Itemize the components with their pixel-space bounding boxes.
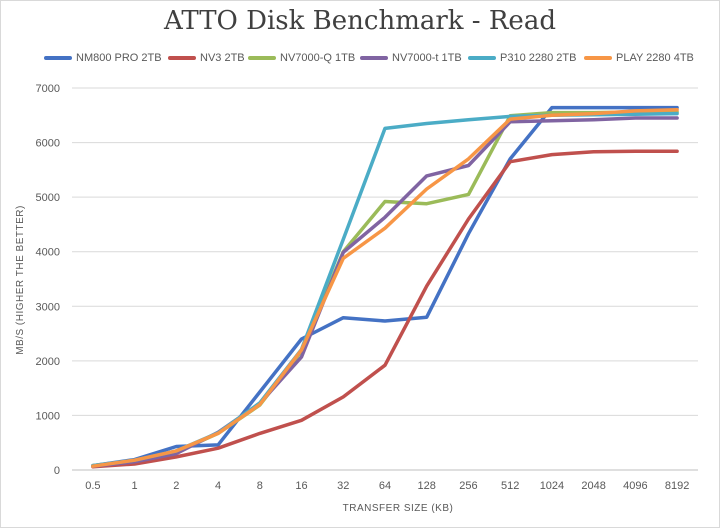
legend-label-nv3: NV3 2TB bbox=[200, 52, 245, 65]
chart-title: ATTO Disk Benchmark - Read bbox=[164, 6, 556, 36]
legend-label-nv7000q: NV7000-Q 1TB bbox=[280, 52, 356, 65]
x-tick-label: 128 bbox=[418, 480, 436, 492]
x-tick-label: 256 bbox=[459, 480, 477, 492]
legend-label-nm800: NM800 PRO 2TB bbox=[76, 52, 162, 65]
legend-swatch-p310 bbox=[468, 56, 496, 61]
legend-item-play: PLAY 2280 4TB bbox=[584, 52, 694, 64]
x-tick-label: 2 bbox=[173, 480, 179, 492]
x-tick-label: 512 bbox=[501, 480, 519, 492]
series-lines bbox=[91, 105, 679, 469]
series-line-5 bbox=[91, 108, 679, 468]
x-tick-label: 0.5 bbox=[85, 480, 100, 492]
series-line-0 bbox=[91, 105, 679, 468]
y-tick-label: 5000 bbox=[36, 192, 60, 204]
y-tick-label: 0 bbox=[54, 465, 60, 477]
legend-label-nv7000t: NV7000-t 1TB bbox=[392, 52, 462, 65]
legend-item-nm800: NM800 PRO 2TB bbox=[44, 52, 162, 64]
series-line-4 bbox=[91, 111, 679, 468]
x-axis-label: TRANSFER SIZE (KB) bbox=[343, 503, 454, 514]
chart-legend: NM800 PRO 2TB NV3 2TB NV7000-Q 1TB NV700… bbox=[44, 52, 704, 70]
x-tick-labels: 0.5 1 2 4 8 16 32 64 128 256 512 1024 2048 4096 8192 bbox=[85, 480, 689, 492]
y-tick-labels: 0 1000 2000 3000 4000 5000 6000 7000 bbox=[36, 83, 60, 477]
y-axis-label: MB/S (HIGHER THE BETTER) bbox=[15, 205, 26, 355]
x-tick-label: 8 bbox=[257, 480, 263, 492]
y-tick-label: 1000 bbox=[36, 410, 60, 422]
legend-label-p310: P310 2280 2TB bbox=[500, 52, 577, 65]
legend-label-play: PLAY 2280 4TB bbox=[616, 52, 694, 65]
x-tick-label: 1 bbox=[132, 480, 138, 492]
series-line-2 bbox=[91, 110, 679, 468]
legend-swatch-nv3 bbox=[168, 56, 196, 61]
x-tick-label: 16 bbox=[295, 480, 307, 492]
x-tick-label: 4096 bbox=[623, 480, 647, 492]
y-tick-label: 3000 bbox=[36, 301, 60, 313]
x-tick-label: 1024 bbox=[540, 480, 564, 492]
legend-swatch-nm800 bbox=[44, 56, 72, 61]
x-tick-label: 4 bbox=[215, 480, 221, 492]
legend-swatch-nv7000t bbox=[360, 56, 388, 61]
y-tick-label: 7000 bbox=[36, 83, 60, 95]
y-tick-label: 2000 bbox=[36, 356, 60, 368]
y-tick-label: 6000 bbox=[36, 138, 60, 150]
legend-item-p310: P310 2280 2TB bbox=[468, 52, 576, 64]
x-tick-label: 64 bbox=[379, 480, 391, 492]
x-tick-label: 8192 bbox=[665, 480, 689, 492]
x-tick-label: 2048 bbox=[581, 480, 605, 492]
legend-item-nv7000t: NV7000-t 1TB bbox=[360, 52, 462, 64]
legend-item-nv7000q: NV7000-Q 1TB bbox=[248, 52, 355, 64]
legend-swatch-nv7000q bbox=[248, 56, 276, 61]
y-tick-label: 4000 bbox=[36, 247, 60, 259]
legend-item-nv3: NV3 2TB bbox=[168, 52, 245, 64]
legend-swatch-play bbox=[584, 56, 612, 61]
series-line-1 bbox=[91, 149, 679, 469]
gridlines bbox=[72, 87, 698, 471]
series-line-3 bbox=[91, 116, 679, 468]
x-tick-label: 32 bbox=[337, 480, 349, 492]
